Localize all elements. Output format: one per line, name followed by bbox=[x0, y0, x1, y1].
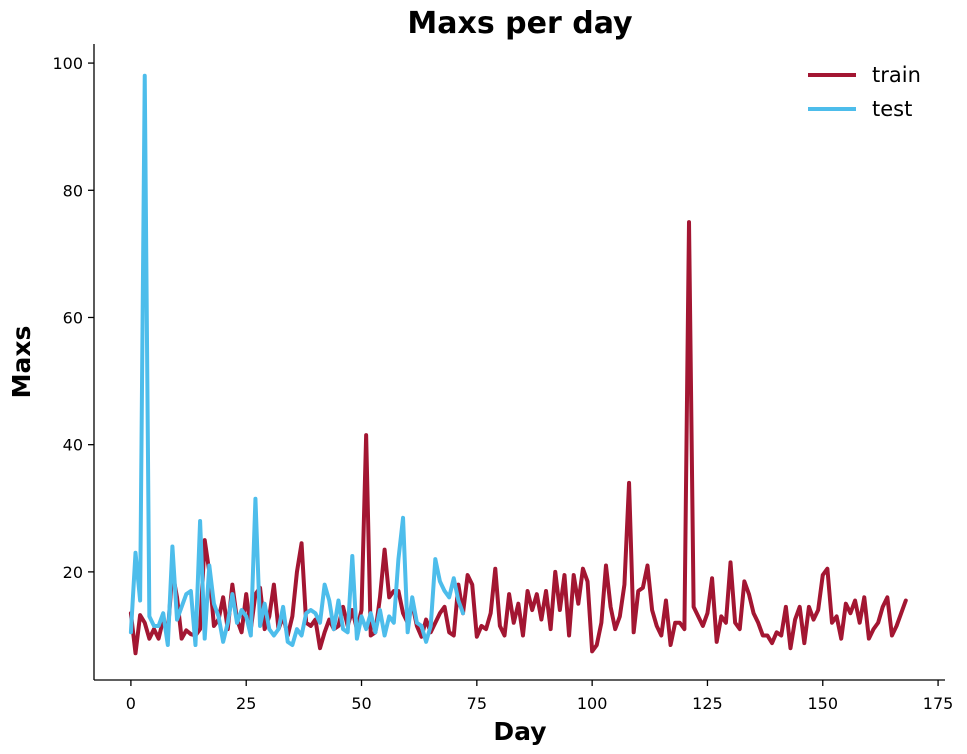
x-tick-label: 125 bbox=[692, 694, 723, 713]
y-tick-label: 100 bbox=[52, 54, 83, 73]
axes: 0 25 50 75 100 125 150 175 20 40 60 80 100 bbox=[52, 44, 953, 713]
x-axis-title: Day bbox=[493, 717, 546, 746]
chart-title: Maxs per day bbox=[407, 6, 633, 41]
x-tick-label: 25 bbox=[236, 694, 256, 713]
x-tick-label: 0 bbox=[126, 694, 136, 713]
series-line-test bbox=[128, 73, 465, 648]
series-line-train bbox=[128, 220, 908, 656]
y-tick-label: 80 bbox=[63, 181, 83, 200]
y-tick-label: 40 bbox=[63, 436, 83, 455]
x-tick-label: 50 bbox=[351, 694, 371, 713]
legend-label-train: train bbox=[872, 63, 921, 87]
x-tick-label: 100 bbox=[577, 694, 608, 713]
x-tick-label: 175 bbox=[923, 694, 954, 713]
y-tick-label: 20 bbox=[63, 563, 83, 582]
x-tick-label: 150 bbox=[807, 694, 838, 713]
series-lines bbox=[128, 73, 908, 656]
legend: train test bbox=[808, 63, 921, 121]
x-tick-label: 75 bbox=[467, 694, 487, 713]
y-tick-label: 60 bbox=[63, 308, 83, 327]
legend-label-test: test bbox=[872, 97, 912, 121]
y-axis-title: Maxs bbox=[7, 326, 36, 399]
